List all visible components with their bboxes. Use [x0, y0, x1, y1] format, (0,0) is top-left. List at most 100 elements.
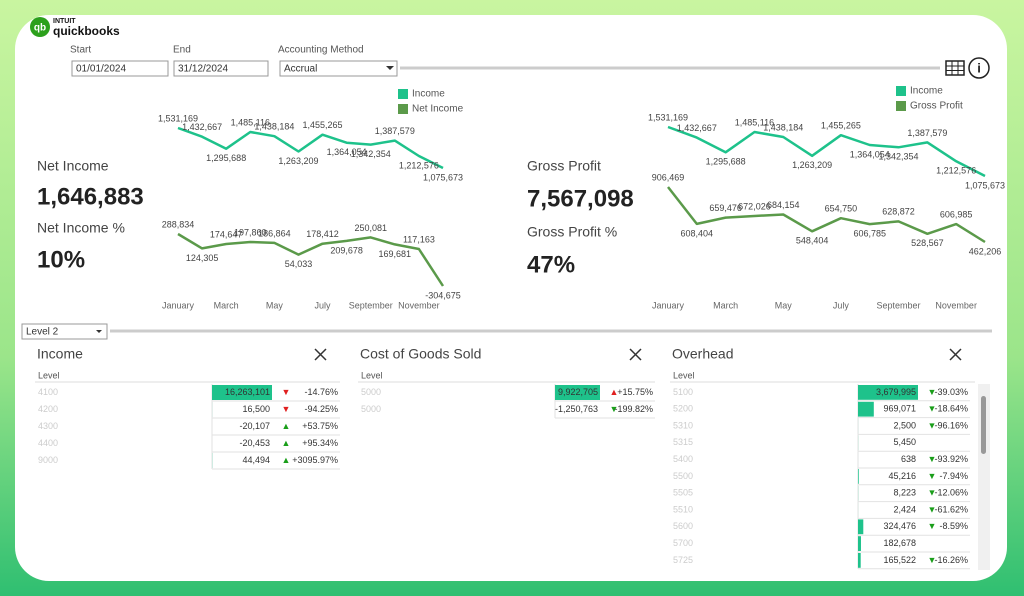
amount: 16,500 — [242, 404, 270, 414]
info-icon[interactable]: i — [968, 57, 990, 79]
data-label: 169,681 — [379, 249, 412, 259]
amount: -20,453 — [239, 438, 270, 448]
kpi-label: Gross Profit — [527, 158, 601, 174]
row-code: 5510 — [673, 504, 693, 514]
trend-arrow: ▼ — [928, 488, 937, 498]
kpi-value: 1,646,883 — [37, 183, 144, 210]
data-label: 1,263,209 — [792, 160, 832, 170]
start-input[interactable] — [71, 60, 169, 77]
data-label: 124,305 — [186, 253, 219, 263]
close-button[interactable] — [629, 348, 642, 361]
logo-glyph: qb — [34, 23, 46, 34]
level-dropdown[interactable] — [21, 323, 108, 340]
data-label: 1,432,667 — [677, 123, 717, 133]
change: +95.34% — [302, 438, 338, 448]
change: -16.26% — [934, 555, 968, 565]
close-button[interactable] — [314, 348, 327, 361]
x-tick-label: January — [652, 300, 685, 310]
data-label: 672,026 — [738, 201, 771, 211]
row-code: 5600 — [673, 521, 693, 531]
legend-swatch — [896, 86, 906, 96]
x-tick-label: January — [162, 300, 195, 310]
trend-arrow: ▲ — [610, 387, 619, 397]
table-icon[interactable] — [945, 60, 965, 76]
x-tick-label: September — [349, 300, 393, 310]
kpi-value: 10% — [37, 246, 85, 273]
data-label: 1,485,116 — [735, 117, 774, 127]
data-label: -304,675 — [425, 290, 461, 300]
data-label: 659,476 — [709, 203, 742, 213]
data-label: 606,985 — [940, 209, 973, 219]
data-label: 174,647 — [210, 229, 243, 239]
change: +3095.97% — [292, 455, 338, 465]
x-tick-label: November — [398, 300, 440, 310]
trend-arrow: ▲ — [282, 455, 291, 465]
legend-label: Net Income — [412, 104, 464, 115]
data-label: 1,212,576 — [399, 160, 439, 170]
trend-arrow: ▼ — [928, 504, 937, 514]
line — [667, 125, 986, 178]
trend-arrow: ▲ — [282, 438, 291, 448]
trend-arrow: ▲ — [282, 421, 291, 431]
table-title: Overhead — [672, 346, 733, 362]
data-bar — [858, 401, 874, 417]
dropdown-arrow — [386, 66, 394, 70]
start-value: 01/01/2024 — [76, 64, 126, 75]
data-label: 186,864 — [258, 228, 291, 238]
row-code: 4200 — [38, 404, 58, 414]
row-code: 5400 — [673, 454, 693, 464]
trend-arrow: ▼ — [928, 404, 937, 414]
data-label: 1,387,579 — [907, 128, 947, 138]
svg-text:i: i — [977, 60, 981, 75]
amount: 45,216 — [888, 471, 916, 481]
change: -8.59% — [939, 521, 968, 531]
amount: 16,263,101 — [225, 387, 270, 397]
scrollbar-thumb[interactable] — [981, 396, 986, 454]
data-label: 288,834 — [162, 219, 195, 229]
data-label: 197,860 — [234, 227, 267, 237]
data-label: 1,387,579 — [375, 126, 415, 136]
amount: 9,922,705 — [558, 387, 598, 397]
close-button[interactable] — [949, 348, 962, 361]
data-label: 1,432,667 — [182, 122, 222, 132]
amount: 5,450 — [893, 437, 916, 447]
data-label: 1,364,054 — [327, 147, 367, 157]
data-label: 1,075,673 — [965, 180, 1005, 190]
row-code: 4400 — [38, 438, 58, 448]
brand: INTUIT — [53, 18, 76, 25]
legend-label: Income — [412, 89, 445, 100]
x-tick-label: July — [315, 300, 332, 310]
data-label: 1,342,354 — [879, 152, 919, 162]
amount: 638 — [901, 454, 916, 464]
kpi-label: Net Income — [37, 158, 109, 174]
row-code: 5000 — [361, 404, 381, 414]
line — [667, 186, 986, 244]
amount: 969,071 — [883, 404, 916, 414]
x-tick-label: May — [775, 300, 793, 310]
change: -61.62% — [934, 504, 968, 514]
row-code: 5000 — [361, 387, 381, 397]
data-label: 1,531,169 — [158, 113, 198, 123]
kpi-label: Gross Profit % — [527, 224, 617, 240]
data-label: 1,364,054 — [850, 149, 890, 159]
change: -39.03% — [934, 387, 968, 397]
amount: 324,476 — [883, 521, 916, 531]
table-title: Cost of Goods Sold — [360, 346, 481, 362]
method-label: Accounting Method — [278, 45, 364, 56]
amount: 165,522 — [883, 555, 916, 565]
data-label: 117,163 — [403, 234, 435, 244]
row-code: 5310 — [673, 420, 693, 430]
legend-swatch — [398, 89, 408, 99]
trend-arrow: ▼ — [928, 555, 937, 565]
data-label: 1,455,265 — [303, 120, 343, 130]
method-dropdown[interactable] — [279, 60, 398, 77]
change: -7.94% — [939, 471, 968, 481]
end-value: 31/12/2024 — [178, 64, 228, 75]
end-input[interactable] — [173, 60, 269, 77]
data-label: 54,033 — [285, 259, 313, 269]
x-tick-label: July — [833, 300, 850, 310]
data-label: 628,872 — [882, 207, 915, 217]
data-bar — [858, 536, 861, 551]
row-code: 4100 — [38, 387, 58, 397]
